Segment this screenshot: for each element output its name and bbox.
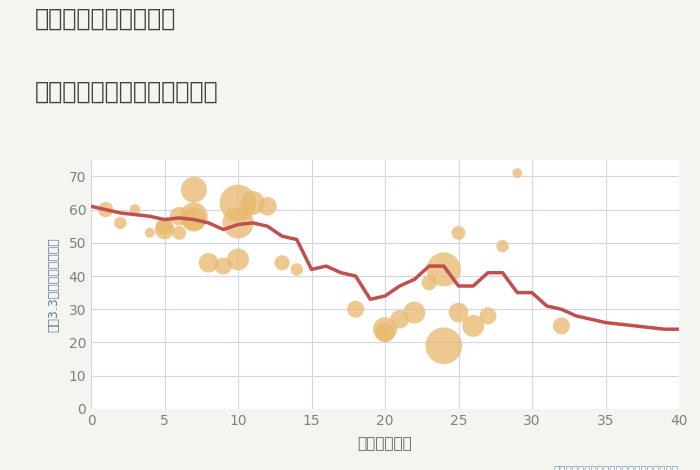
Point: [438, 266, 449, 273]
Point: [424, 279, 435, 286]
Point: [174, 212, 185, 220]
Point: [100, 206, 111, 213]
Point: [556, 322, 567, 329]
Point: [203, 259, 214, 266]
Point: [232, 256, 244, 263]
Point: [232, 199, 244, 207]
Point: [497, 243, 508, 250]
Point: [144, 229, 155, 236]
Point: [409, 309, 420, 316]
Y-axis label: 坪（3.3㎡）単価（万円）: 坪（3.3㎡）単価（万円）: [47, 237, 60, 332]
Point: [174, 229, 185, 236]
Point: [159, 226, 170, 233]
Point: [453, 229, 464, 236]
Point: [130, 206, 141, 213]
Point: [262, 203, 273, 210]
Point: [438, 342, 449, 350]
Point: [482, 312, 493, 320]
Point: [512, 169, 523, 177]
Point: [468, 322, 479, 329]
Point: [453, 309, 464, 316]
Text: 愛知県常滑市小倉町の: 愛知県常滑市小倉町の: [35, 7, 176, 31]
Point: [218, 262, 229, 270]
Point: [379, 329, 391, 336]
Text: 円の大きさは、取引のあった物件面積を示す: 円の大きさは、取引のあった物件面積を示す: [554, 464, 679, 470]
Point: [350, 306, 361, 313]
Point: [188, 216, 199, 223]
Text: 築年数別中古マンション価格: 築年数別中古マンション価格: [35, 80, 218, 104]
Point: [188, 212, 199, 220]
Point: [379, 325, 391, 333]
Point: [115, 219, 126, 227]
Point: [188, 186, 199, 194]
Point: [159, 222, 170, 230]
Point: [276, 259, 288, 266]
Point: [394, 315, 405, 323]
Point: [291, 266, 302, 273]
Point: [232, 219, 244, 227]
Point: [247, 199, 258, 207]
X-axis label: 築年数（年）: 築年数（年）: [358, 436, 412, 451]
